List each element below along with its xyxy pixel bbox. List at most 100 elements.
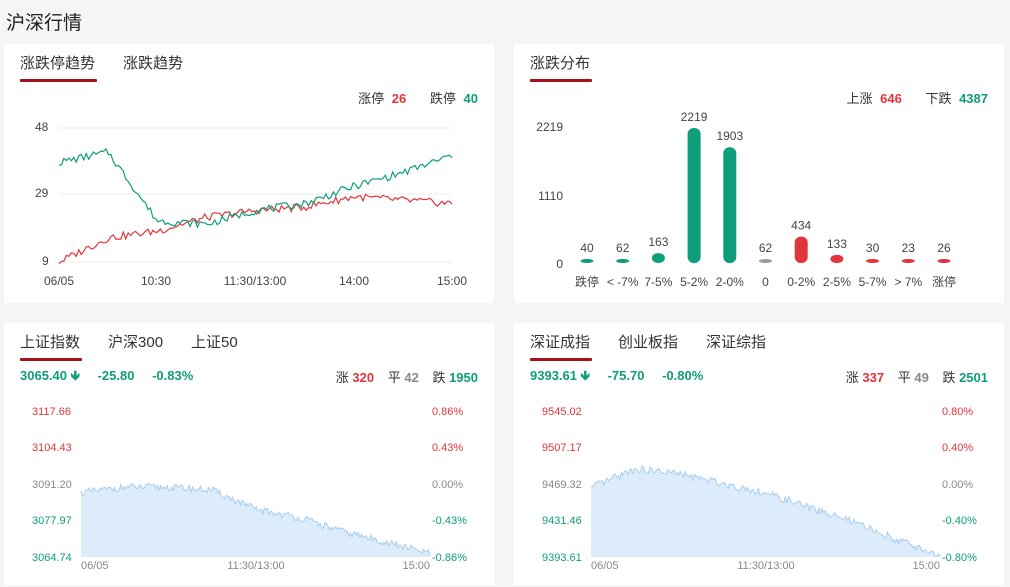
left-tick: 3077.97 bbox=[32, 515, 72, 527]
category-label: 2-5% bbox=[823, 275, 851, 289]
limit-up-line bbox=[58, 193, 453, 265]
tab-sse50[interactable]: 上证50 bbox=[191, 334, 238, 351]
tab-szse-composite[interactable]: 深证综指 bbox=[706, 334, 767, 351]
distribution-panel: 涨跌分布 上涨 646 下跌 4387 2219 1110 0 40 跌停 62 < … bbox=[514, 44, 1004, 303]
x-tick: 11:30/13:00 bbox=[737, 560, 794, 572]
sz-pct: -0.80% bbox=[662, 368, 704, 383]
sh-pct: -0.83% bbox=[152, 368, 194, 383]
sh-breadth: 涨 320 平 42 跌 1950 bbox=[336, 367, 478, 386]
right-tick: -0.86% bbox=[432, 552, 467, 564]
bar bbox=[794, 236, 808, 263]
limit-trend-chart: 48 29 9 06/05 10:30 11:30/13:00 14:00 15… bbox=[35, 120, 467, 288]
left-tick: 9545.02 bbox=[542, 406, 582, 418]
sz-index-chart: 9545.02 0.80% 9507.17 0.40% 9469.32 0.00% 9431… bbox=[542, 406, 977, 572]
right-tick: 0.43% bbox=[432, 442, 463, 454]
category-label: > 7% bbox=[894, 275, 922, 289]
sh-index-tabs: 上证指数 沪深300 上证50 bbox=[20, 331, 266, 361]
limit-down-value: 40 bbox=[463, 91, 478, 106]
x-tick: 15:00 bbox=[402, 560, 430, 572]
limit-legend: 涨停 26 跌停 40 bbox=[354, 88, 478, 107]
right-tick: 0.00% bbox=[432, 479, 463, 491]
fall-count: 1950 bbox=[449, 370, 478, 385]
bar bbox=[651, 253, 665, 263]
category-label: 5-7% bbox=[859, 275, 887, 289]
right-tick: 0.00% bbox=[942, 479, 973, 491]
x-tick: 11:30/13:00 bbox=[227, 560, 284, 572]
bar-value-label: 30 bbox=[866, 241, 880, 255]
tab-csi300[interactable]: 沪深300 bbox=[108, 334, 164, 351]
category-label: 涨停 bbox=[932, 274, 956, 289]
bar-value-label: 23 bbox=[902, 241, 916, 255]
rise-label: 上涨 bbox=[846, 91, 873, 106]
bar bbox=[937, 259, 951, 263]
page-title: 沪深行情 bbox=[6, 13, 83, 34]
left-tick: 3117.66 bbox=[32, 406, 71, 418]
tab-szse-component[interactable]: 深证成指 bbox=[530, 331, 593, 361]
sh-index-panel: 上证指数 沪深300 上证50 3065.40 🡻 -25.80 -0.83% … bbox=[4, 323, 494, 585]
y-tick: 9 bbox=[42, 254, 49, 268]
right-tick: 0.86% bbox=[432, 406, 463, 418]
sh-area bbox=[81, 483, 430, 557]
bar-value-label: 40 bbox=[580, 241, 594, 255]
right-tick: -0.43% bbox=[432, 515, 467, 527]
left-tick: 9469.32 bbox=[542, 479, 582, 491]
x-tick: 11:30/13:00 bbox=[224, 274, 287, 288]
x-tick: 06/05 bbox=[591, 560, 619, 572]
x-tick: 10:30 bbox=[141, 274, 171, 288]
bar-value-label: 434 bbox=[791, 219, 811, 233]
y-tick: 48 bbox=[35, 120, 49, 134]
fall-value: 4387 bbox=[959, 91, 988, 106]
sz-price: 9393.61 bbox=[530, 368, 577, 383]
sz-index-tabs: 深证成指 创业板指 深证综指 bbox=[530, 331, 794, 361]
limit-down-label: 跌停 bbox=[429, 91, 456, 106]
fall-label: 跌 bbox=[942, 370, 956, 385]
x-tick: 15:00 bbox=[437, 274, 467, 288]
right-tick: -0.80% bbox=[942, 552, 977, 564]
y-tick: 0 bbox=[556, 257, 563, 271]
sz-quote-row: 9393.61 🡻 -75.70 -0.80% 涨 337 平 49 跌 250… bbox=[530, 367, 988, 385]
bar bbox=[901, 259, 915, 263]
tab-limit-trend[interactable]: 涨跌停趋势 bbox=[20, 52, 98, 82]
limit-trend-panel: 涨跌停趋势 涨跌趋势 涨停 26 跌停 40 48 29 9 06/05 10:… bbox=[4, 44, 494, 303]
sz-breadth: 涨 337 平 49 跌 2501 bbox=[846, 367, 988, 386]
category-label: 0-2% bbox=[787, 275, 815, 289]
category-label: 跌停 bbox=[575, 274, 599, 289]
limit-up-label: 涨停 bbox=[358, 91, 385, 106]
down-arrow-icon: 🡻 bbox=[580, 368, 590, 383]
x-tick: 15:00 bbox=[912, 560, 940, 572]
right-tick: -0.40% bbox=[942, 515, 977, 527]
category-label: < -7% bbox=[607, 275, 639, 289]
left-tick: 9507.17 bbox=[542, 442, 582, 454]
sh-quote-row: 3065.40 🡻 -25.80 -0.83% 涨 320 平 42 跌 195… bbox=[20, 367, 478, 385]
distribution-tabs: 涨跌分布 bbox=[530, 52, 618, 82]
tab-rise-fall-trend[interactable]: 涨跌趋势 bbox=[123, 55, 184, 72]
tab-sse-composite[interactable]: 上证指数 bbox=[20, 331, 83, 361]
left-tick: 9431.46 bbox=[542, 515, 582, 527]
tab-distribution[interactable]: 涨跌分布 bbox=[530, 52, 593, 82]
rise-count: 320 bbox=[352, 370, 375, 385]
bar-value-label: 133 bbox=[827, 237, 847, 251]
flat-count: 42 bbox=[404, 370, 419, 385]
category-label: 7-5% bbox=[644, 275, 672, 289]
rise-label: 涨 bbox=[845, 370, 859, 385]
y-tick: 29 bbox=[35, 186, 49, 200]
bar-value-label: 26 bbox=[937, 241, 951, 255]
category-label: 2-0% bbox=[716, 275, 744, 289]
left-tick: 3064.74 bbox=[32, 552, 72, 564]
bar bbox=[687, 128, 701, 263]
left-tick: 3091.20 bbox=[32, 479, 72, 491]
fall-label: 跌 bbox=[432, 370, 446, 385]
bar bbox=[723, 147, 737, 263]
x-tick: 06/05 bbox=[81, 560, 109, 572]
rise-fall-legend: 上涨 646 下跌 4387 bbox=[842, 88, 988, 107]
sz-line bbox=[590, 465, 941, 558]
bar bbox=[580, 259, 594, 263]
fall-label: 下跌 bbox=[925, 91, 952, 106]
bar bbox=[616, 259, 630, 263]
x-tick: 06/05 bbox=[44, 274, 74, 288]
limit-trend-tabs: 涨跌停趋势 涨跌趋势 bbox=[20, 52, 211, 82]
sh-price: 3065.40 bbox=[20, 368, 67, 383]
tab-chinext[interactable]: 创业板指 bbox=[618, 334, 679, 351]
bar bbox=[866, 259, 880, 263]
limit-up-value: 26 bbox=[391, 91, 407, 106]
